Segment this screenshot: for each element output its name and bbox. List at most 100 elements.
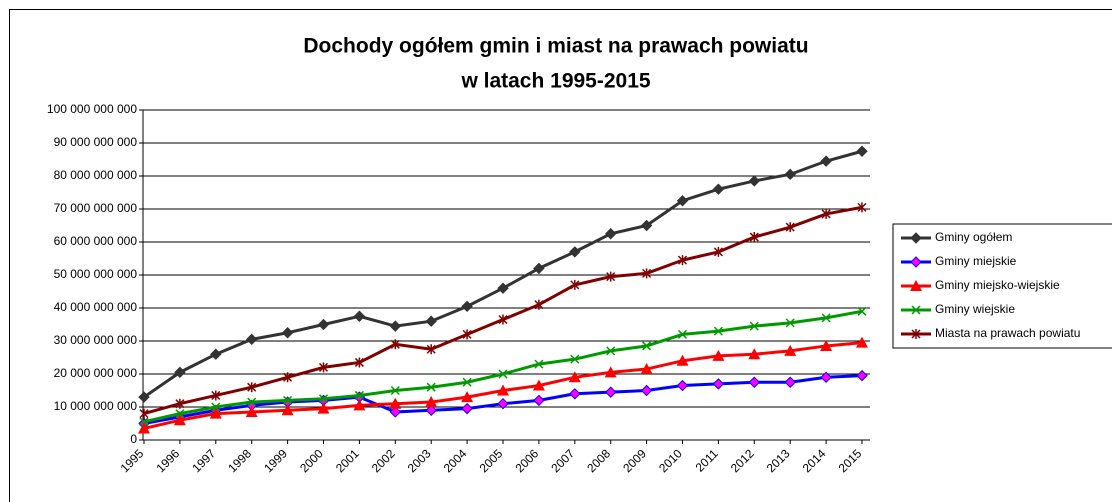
marker — [247, 397, 257, 407]
marker — [138, 391, 150, 403]
marker — [642, 341, 652, 351]
marker — [389, 320, 402, 332]
marker — [353, 399, 366, 411]
marker — [211, 402, 221, 412]
marker — [389, 397, 402, 409]
marker — [820, 155, 832, 167]
legend-label: Gminy wiejskie — [935, 302, 1015, 316]
marker — [713, 326, 723, 336]
marker — [784, 168, 796, 181]
marker — [749, 321, 759, 331]
marker — [461, 300, 473, 313]
marker — [856, 369, 868, 382]
marker — [426, 382, 436, 392]
marker — [173, 414, 186, 426]
y-tick-label: 100 000 000 000 — [47, 102, 137, 116]
marker — [318, 394, 329, 404]
y-tick-label: 90 000 000 000 — [54, 135, 138, 149]
y-tick-label: 20 000 000 000 — [54, 366, 138, 380]
marker — [532, 379, 545, 391]
marker — [425, 396, 438, 408]
y-tick-label: 10 000 000 000 — [54, 399, 138, 413]
marker — [425, 315, 437, 327]
marker — [461, 402, 473, 415]
marker — [911, 329, 921, 339]
chart-title: Dochody ogółem gmin i miast na prawach p… — [303, 35, 808, 58]
marker — [390, 385, 400, 396]
marker — [209, 407, 222, 419]
marker — [857, 202, 867, 213]
y-tick-label: 60 000 000 000 — [54, 234, 138, 248]
marker — [570, 354, 580, 364]
marker — [677, 329, 688, 339]
marker — [354, 357, 364, 368]
marker — [712, 183, 725, 195]
marker — [281, 327, 294, 339]
marker — [748, 175, 761, 187]
marker — [785, 222, 795, 233]
marker — [139, 408, 149, 419]
marker — [175, 398, 185, 409]
marker — [821, 208, 831, 219]
marker — [676, 354, 689, 366]
marker — [784, 376, 796, 388]
marker — [820, 339, 833, 351]
legend-label: Gminy ogółem — [935, 230, 1012, 244]
marker — [390, 339, 400, 350]
legend-label: Gminy miejskie — [935, 254, 1017, 268]
marker — [606, 271, 616, 282]
marker — [462, 329, 472, 340]
marker — [910, 256, 922, 268]
marker — [138, 422, 150, 434]
chart-title: w latach 1995-2015 — [460, 70, 650, 93]
marker — [911, 305, 921, 315]
marker — [642, 268, 652, 279]
marker — [426, 344, 436, 355]
marker — [604, 366, 617, 378]
y-tick-label: 0 — [130, 432, 137, 446]
marker — [910, 280, 922, 291]
marker — [245, 333, 258, 346]
marker — [211, 390, 221, 401]
marker — [712, 378, 725, 390]
marker — [785, 318, 795, 328]
marker — [712, 349, 725, 361]
marker — [568, 371, 581, 383]
marker — [569, 388, 581, 400]
marker — [498, 369, 508, 379]
marker — [676, 195, 689, 207]
marker — [283, 395, 293, 405]
marker — [317, 318, 330, 331]
marker — [139, 417, 149, 427]
marker — [713, 246, 723, 257]
marker — [497, 397, 509, 410]
marker — [640, 363, 653, 375]
marker — [247, 382, 257, 393]
marker — [174, 366, 186, 379]
legend-label: Gminy miejsko-wiejskie — [935, 278, 1060, 292]
y-tick-label: 30 000 000 000 — [54, 333, 138, 347]
marker — [784, 344, 797, 356]
marker — [281, 404, 294, 416]
marker — [677, 255, 688, 266]
marker — [640, 219, 653, 232]
marker — [534, 359, 544, 369]
marker — [175, 409, 185, 419]
marker — [606, 346, 616, 356]
marker — [748, 376, 761, 388]
marker — [569, 246, 581, 258]
marker — [461, 391, 474, 403]
marker — [533, 394, 545, 407]
marker — [425, 404, 437, 417]
legend-label: Miasta na prawach powiatu — [935, 326, 1080, 340]
y-tick-label: 50 000 000 000 — [54, 267, 138, 281]
marker — [353, 310, 366, 322]
marker — [570, 279, 580, 290]
marker — [317, 402, 330, 414]
marker — [604, 386, 617, 398]
marker — [856, 145, 868, 157]
marker — [748, 348, 761, 360]
marker — [857, 306, 867, 316]
